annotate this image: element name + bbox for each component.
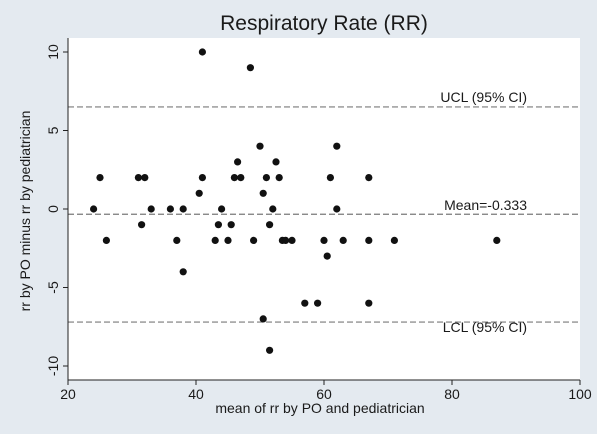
data-point	[230, 174, 238, 182]
data-point	[218, 205, 226, 213]
data-point	[333, 205, 341, 213]
x-axis-title: mean of rr by PO and pediatrician	[215, 400, 424, 416]
data-points	[90, 48, 501, 354]
data-point	[259, 189, 267, 197]
x-axis-ticks: 20 40 60 80 100	[60, 380, 592, 402]
data-point	[262, 174, 270, 182]
reference-line-label: UCL (95% CI)	[440, 89, 527, 105]
data-point	[323, 252, 331, 260]
data-point	[147, 205, 155, 213]
reference-line-label: LCL (95% CI)	[443, 319, 527, 335]
data-point	[134, 174, 142, 182]
data-point	[266, 221, 274, 229]
data-point	[138, 221, 146, 229]
data-point	[237, 174, 245, 182]
data-point	[365, 236, 373, 244]
data-point	[198, 174, 206, 182]
data-point	[179, 268, 187, 276]
y-axis-ticks: -10 -5 0 5 10	[45, 44, 68, 376]
y-axis-title: rr by PO minus rr by pediatrician	[17, 111, 33, 312]
y-tick-label: -5	[45, 281, 61, 294]
data-point	[275, 174, 283, 182]
data-point	[256, 142, 264, 150]
data-point	[301, 299, 309, 307]
x-tick-label: 20	[60, 386, 76, 402]
x-tick-label: 40	[188, 386, 204, 402]
data-point	[173, 236, 181, 244]
data-point	[250, 236, 258, 244]
y-tick-label: 0	[45, 205, 61, 213]
data-point	[365, 174, 373, 182]
chart-title: Respiratory Rate (RR)	[220, 12, 428, 35]
data-point	[141, 174, 149, 182]
data-point	[288, 236, 296, 244]
x-tick-label: 60	[316, 386, 332, 402]
data-point	[259, 315, 267, 323]
data-point	[272, 158, 280, 166]
x-tick-label: 100	[568, 386, 592, 402]
data-point	[195, 189, 203, 197]
data-point	[102, 236, 110, 244]
data-point	[214, 221, 222, 229]
x-tick-label: 80	[444, 386, 460, 402]
data-point	[493, 236, 501, 244]
data-point	[166, 205, 174, 213]
data-point	[227, 221, 235, 229]
data-point	[333, 142, 341, 150]
data-point	[269, 205, 277, 213]
data-point	[90, 205, 98, 213]
data-point	[234, 158, 242, 166]
data-point	[326, 174, 334, 182]
data-point	[179, 205, 187, 213]
data-point	[314, 299, 322, 307]
reference-lines: UCL (95% CI) Mean=-0.333 LCL (95% CI)	[68, 89, 580, 335]
data-point	[390, 236, 398, 244]
y-tick-label: -10	[45, 356, 61, 376]
data-point	[339, 236, 347, 244]
data-point	[365, 299, 373, 307]
data-point	[266, 346, 274, 354]
data-point	[246, 64, 254, 72]
data-point	[282, 236, 290, 244]
data-point	[198, 48, 206, 56]
y-tick-label: 5	[45, 126, 61, 134]
data-point	[211, 236, 219, 244]
y-tick-label: 10	[45, 44, 61, 60]
data-point	[224, 236, 232, 244]
data-point	[320, 236, 328, 244]
data-point	[96, 174, 104, 182]
reference-line-label: Mean=-0.333	[444, 197, 527, 213]
